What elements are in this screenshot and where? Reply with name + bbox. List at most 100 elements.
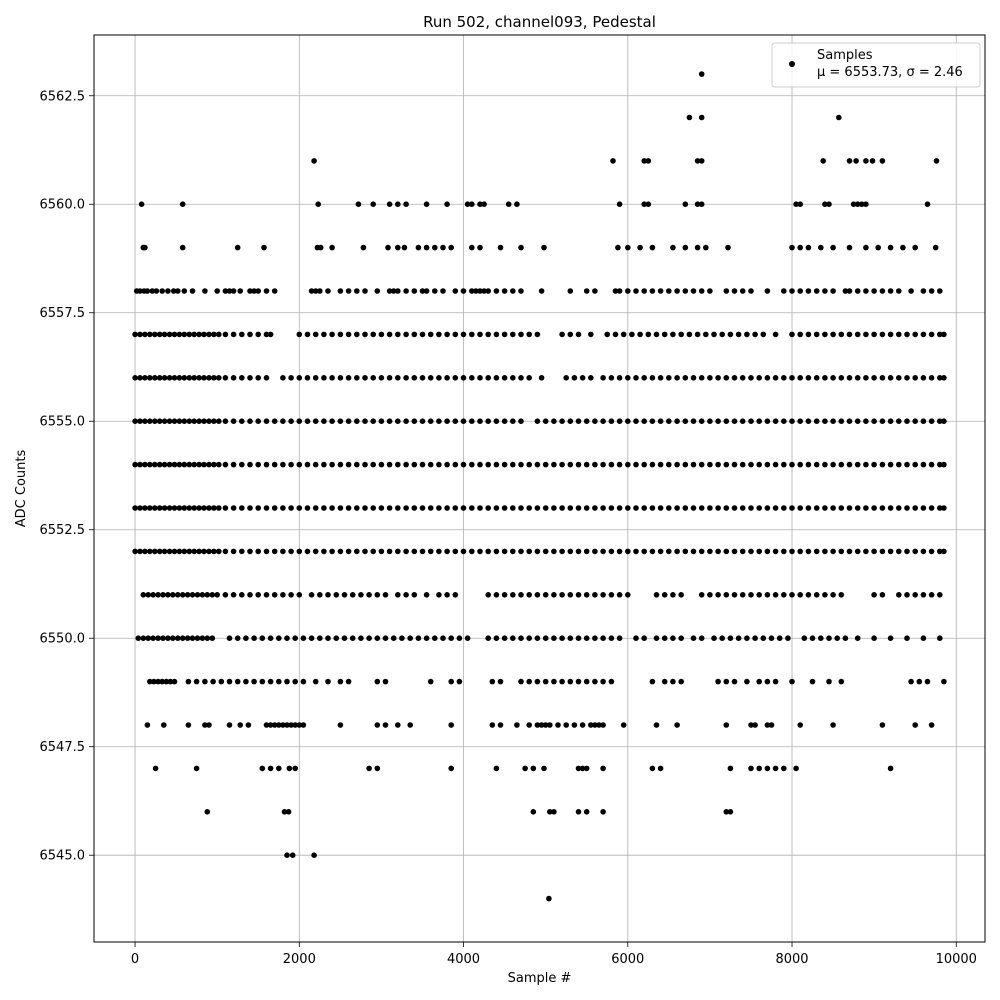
data-point	[501, 548, 508, 555]
data-point	[797, 288, 803, 294]
data-point	[920, 505, 927, 511]
data-point	[444, 331, 450, 338]
data-point	[403, 548, 409, 555]
data-point	[719, 331, 725, 338]
data-point	[415, 635, 422, 641]
data-point	[292, 678, 299, 685]
data-point	[801, 635, 808, 641]
data-point	[176, 375, 183, 381]
data-point	[739, 592, 746, 598]
data-point	[896, 592, 902, 598]
data-point	[362, 461, 368, 468]
data-point	[575, 635, 582, 641]
data-point	[296, 592, 303, 598]
data-point	[448, 244, 455, 251]
data-point	[358, 592, 364, 598]
data-point	[682, 461, 689, 468]
data-point	[920, 331, 927, 338]
data-point	[216, 461, 222, 468]
data-point	[608, 678, 615, 685]
data-point	[666, 418, 672, 425]
data-point	[559, 592, 565, 598]
data-point	[583, 418, 590, 425]
data-point	[419, 461, 426, 468]
data-point	[723, 548, 730, 555]
data-point	[723, 592, 730, 598]
data-point	[514, 201, 520, 207]
data-point	[698, 201, 705, 207]
data-point	[247, 288, 253, 294]
data-point	[830, 331, 836, 338]
data-point	[222, 418, 229, 425]
data-point	[748, 461, 754, 468]
data-point	[641, 461, 647, 468]
data-point	[748, 375, 754, 381]
data-point	[719, 635, 725, 641]
data-point	[772, 331, 779, 338]
data-point	[941, 505, 947, 511]
data-point	[715, 678, 721, 685]
data-point	[206, 548, 212, 555]
data-point	[403, 592, 409, 598]
data-point	[739, 461, 746, 468]
data-point	[789, 592, 795, 598]
data-point	[526, 592, 532, 598]
data-point	[460, 288, 467, 294]
data-point	[600, 461, 606, 468]
data-point	[312, 461, 319, 468]
data-point	[698, 288, 705, 294]
data-point	[674, 418, 680, 425]
data-point	[452, 592, 459, 598]
data-point	[300, 722, 307, 728]
data-point	[559, 678, 565, 685]
data-point	[444, 201, 450, 207]
data-point	[896, 288, 902, 294]
data-point	[686, 114, 693, 121]
data-point	[199, 635, 206, 641]
data-point	[395, 375, 401, 381]
data-point	[813, 375, 820, 381]
data-point	[436, 331, 442, 338]
data-point	[846, 331, 853, 338]
data-point	[186, 548, 193, 555]
data-point	[764, 722, 771, 728]
data-point	[789, 288, 795, 294]
data-point	[189, 288, 196, 294]
data-point	[842, 288, 849, 294]
data-point	[908, 678, 914, 685]
data-point	[846, 461, 853, 468]
data-point	[501, 375, 508, 381]
data-point	[678, 592, 684, 598]
data-point	[583, 548, 590, 555]
data-point	[432, 288, 438, 294]
data-point	[419, 288, 426, 294]
data-point	[329, 505, 335, 511]
data-point	[912, 461, 918, 468]
data-point	[838, 375, 845, 381]
data-point	[551, 548, 557, 555]
data-point	[694, 244, 701, 251]
data-point	[641, 201, 647, 207]
data-point	[211, 548, 217, 555]
data-point	[567, 461, 574, 468]
data-point	[185, 678, 192, 685]
data-point	[575, 461, 582, 468]
data-point	[698, 418, 705, 425]
data-point	[276, 765, 282, 772]
data-point	[288, 461, 294, 468]
data-point	[698, 375, 705, 381]
data-point	[571, 375, 578, 381]
data-point	[727, 809, 734, 815]
data-point	[522, 765, 528, 772]
data-point	[748, 722, 754, 728]
data-point	[255, 375, 261, 381]
data-point	[542, 722, 549, 728]
data-point	[370, 461, 377, 468]
data-point	[171, 331, 178, 338]
data-point	[460, 331, 467, 338]
data-point	[583, 678, 590, 685]
data-point	[175, 288, 181, 294]
data-point	[444, 418, 450, 425]
data-point	[317, 244, 324, 251]
data-point	[822, 201, 828, 207]
